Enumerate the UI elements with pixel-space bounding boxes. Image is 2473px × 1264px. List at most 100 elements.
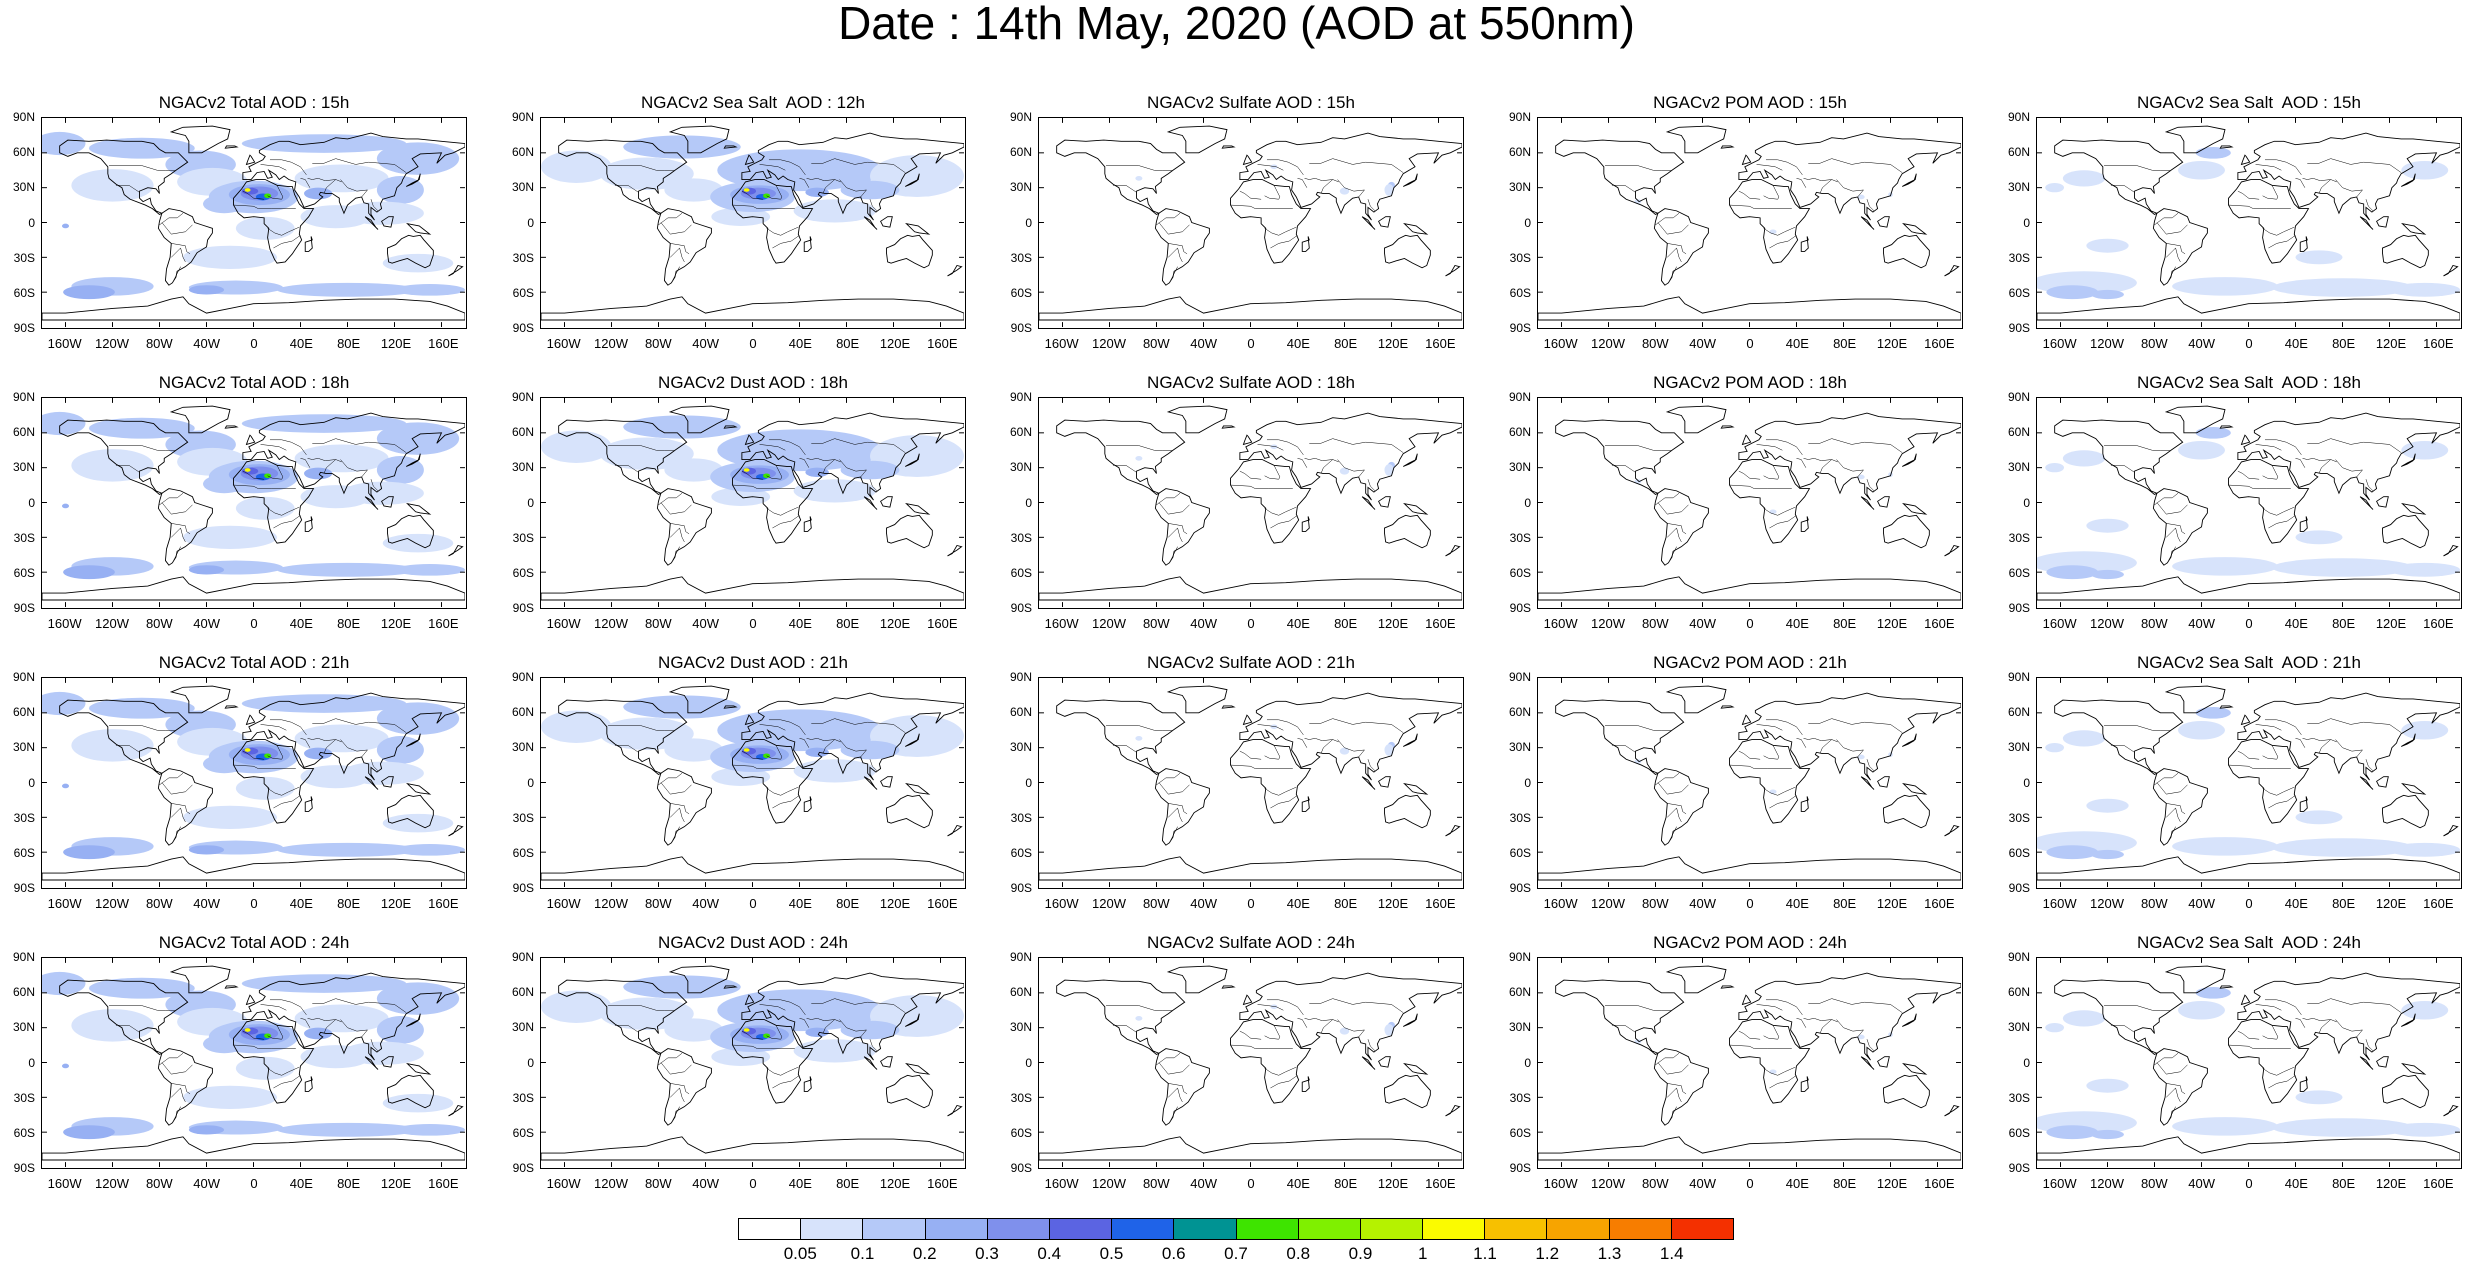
- country-border: [1270, 1075, 1298, 1089]
- coastline: [304, 796, 313, 812]
- lon-tick-label: 40W: [1190, 616, 1218, 631]
- map-canvas: [541, 678, 964, 887]
- country-border: [269, 439, 307, 456]
- coastline: [1384, 794, 1431, 829]
- lon-tick-label: 120W: [95, 896, 129, 911]
- lat-tick-label: 90S: [1010, 881, 1032, 895]
- coastline: [1403, 782, 1429, 795]
- lon-tick-label: 120W: [1092, 896, 1126, 911]
- country-border: [159, 213, 184, 226]
- aod-field: [71, 1009, 154, 1042]
- coastline: [1361, 776, 1376, 790]
- country-border: [269, 999, 307, 1016]
- coastline: [2240, 714, 2251, 726]
- lon-tick-label: 40E: [1286, 336, 1310, 351]
- lat-tick-label: 0: [2023, 1055, 2030, 1070]
- country-border: [1756, 1004, 1783, 1011]
- country-border: [822, 179, 835, 194]
- coastline: [2240, 154, 2251, 166]
- country-border: [2264, 439, 2302, 456]
- lon-tick-label: 40E: [1785, 1176, 1809, 1191]
- coastline: [448, 824, 464, 837]
- panel-title: NGACv2 POM AOD : 15h: [1653, 93, 1847, 112]
- country-border: [1337, 739, 1366, 758]
- coastline: [656, 488, 712, 566]
- country-border: [1605, 165, 1671, 171]
- panel-title: NGACv2 Sea Salt AOD : 12h: [641, 93, 865, 112]
- aod-field: [840, 740, 900, 760]
- lat-tick-label: 30N: [2007, 1020, 2030, 1035]
- country-border: [267, 185, 284, 200]
- country-border: [1168, 1087, 1183, 1103]
- lon-tick-label: 80W: [644, 1176, 672, 1191]
- lon-tick-label: 120E: [1876, 616, 1908, 631]
- coastline: [448, 1104, 464, 1117]
- colorbar-tick-label: 1: [1418, 1244, 1428, 1263]
- country-border: [340, 179, 369, 198]
- country-border: [1611, 1025, 1636, 1033]
- aod-field: [376, 422, 460, 455]
- lon-tick-label: 160W: [1044, 616, 1079, 631]
- lon-tick-label: 80W: [145, 896, 173, 911]
- lon-tick-label: 80W: [644, 616, 672, 631]
- lon-tick-label: 120W: [95, 616, 129, 631]
- country-border: [772, 795, 800, 809]
- coastline: [741, 972, 964, 1061]
- aod-field: [664, 738, 724, 762]
- lat-tick-label: 90S: [512, 1161, 534, 1175]
- lon-tick-label: 120E: [2375, 336, 2407, 351]
- colorbar-swatch: [1112, 1219, 1175, 1239]
- country-border: [1819, 739, 1832, 754]
- aod-field: [2046, 1125, 2099, 1140]
- lon-tick-label: 120E: [1377, 336, 1409, 351]
- lon-tick-label: 80W: [1641, 616, 1669, 631]
- aod-field: [840, 460, 900, 480]
- lon-tick-label: 120W: [1092, 336, 1126, 351]
- coastline: [1653, 208, 1709, 286]
- aod-field: [743, 188, 750, 192]
- coastline: [1166, 125, 1228, 154]
- country-border: [1264, 786, 1297, 796]
- panel-title: NGACv2 POM AOD : 24h: [1653, 933, 1847, 952]
- lon-tick-label: 80W: [1142, 616, 1170, 631]
- aod-field: [1857, 754, 1865, 760]
- coastline: [947, 824, 963, 837]
- map-canvas: [1039, 678, 1462, 887]
- country-border: [2295, 1018, 2306, 1028]
- country-border: [811, 438, 906, 453]
- aod-field: [241, 1027, 259, 1035]
- lon-tick-label: 0: [749, 896, 757, 911]
- coastline: [42, 576, 465, 601]
- country-border: [2110, 745, 2135, 753]
- map-canvas: [1039, 958, 1462, 1167]
- country-border: [670, 1087, 685, 1103]
- coastline: [1720, 985, 1735, 989]
- coastline: [224, 425, 239, 429]
- country-border: [2110, 185, 2135, 193]
- lon-tick-label: 40W: [2188, 1176, 2216, 1191]
- country-border: [1763, 185, 1780, 200]
- country-border: [1738, 470, 1761, 480]
- lon-tick-label: 40W: [1689, 336, 1717, 351]
- country-border: [370, 199, 379, 212]
- country-border: [1168, 527, 1183, 543]
- lat-tick-label: 30N: [1009, 740, 1032, 755]
- aod-field: [743, 468, 750, 472]
- country-border: [806, 178, 841, 183]
- coastline: [304, 1076, 313, 1092]
- country-border: [171, 1087, 186, 1103]
- map-canvas: [1538, 398, 1961, 607]
- coastline: [1902, 782, 1928, 795]
- coastline: [1242, 154, 1253, 166]
- aod-field: [61, 783, 70, 789]
- lon-tick-label: 40E: [1286, 1176, 1310, 1191]
- coastline: [1239, 692, 1462, 781]
- lon-tick-label: 120W: [594, 616, 628, 631]
- aod-field: [541, 990, 612, 1024]
- lat-tick-label: 90N: [1009, 950, 1032, 964]
- country-border: [670, 527, 685, 543]
- aod-field: [1270, 724, 1278, 730]
- country-border: [323, 739, 336, 754]
- country-border: [312, 998, 407, 1013]
- country-border: [1337, 179, 1366, 198]
